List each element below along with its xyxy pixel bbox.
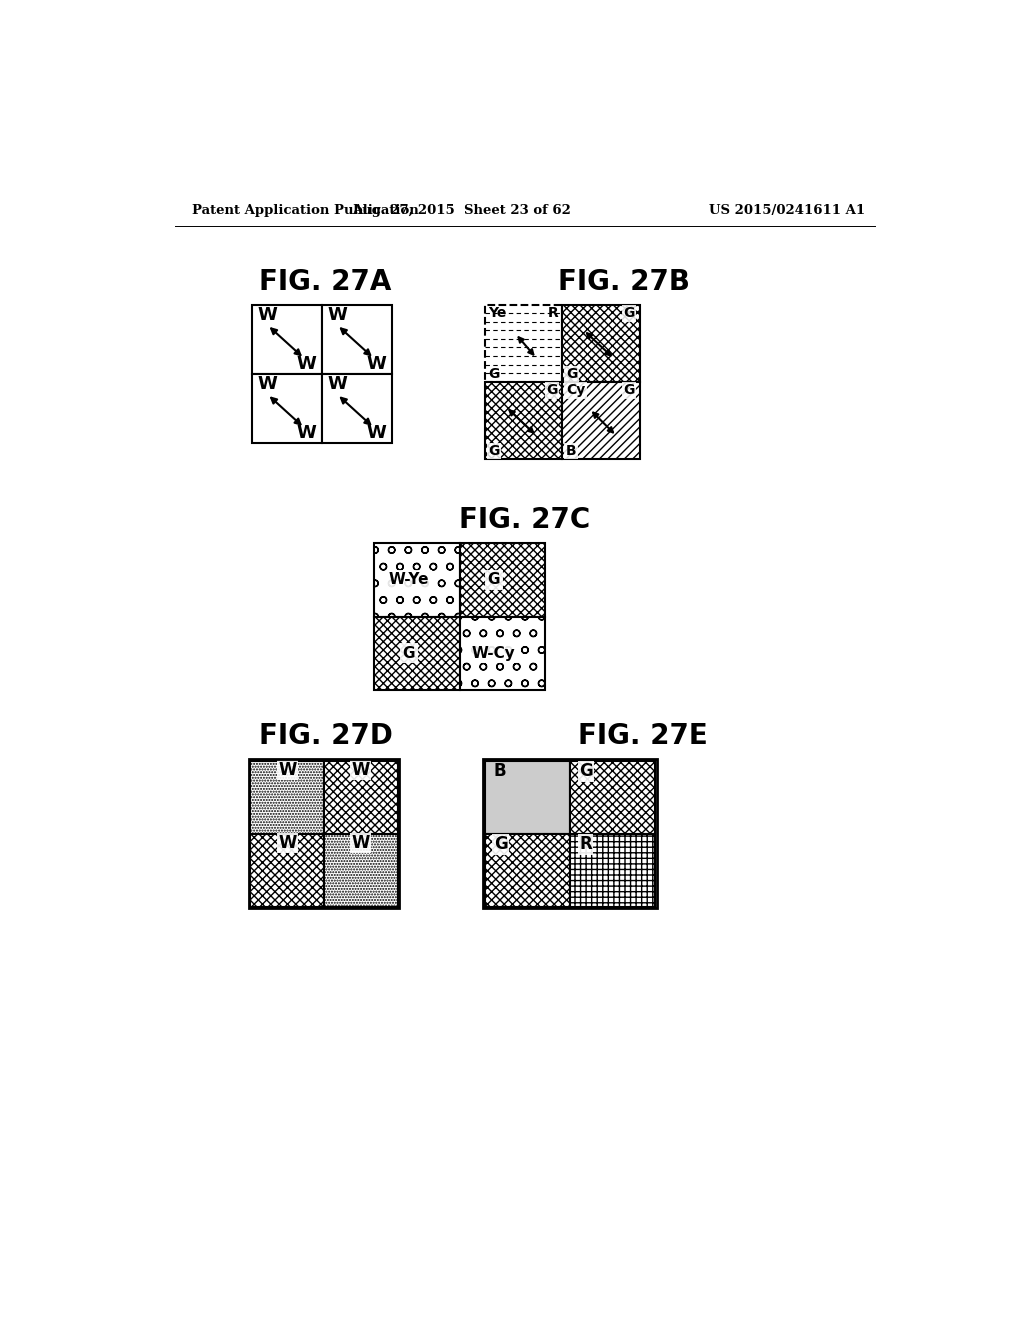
Text: G: G (487, 573, 500, 587)
Text: W: W (297, 424, 316, 442)
Text: G: G (579, 763, 593, 780)
Bar (324, 834, 397, 907)
Bar (324, 760, 397, 834)
Text: W: W (257, 306, 278, 323)
Bar (484, 305, 562, 381)
Text: FIG. 27D: FIG. 27D (259, 722, 392, 750)
Text: W: W (257, 375, 278, 393)
Bar (249, 759, 399, 908)
Bar (252, 374, 322, 444)
Text: W-Cy: W-Cy (472, 645, 516, 660)
Bar (322, 374, 391, 444)
Text: W: W (351, 834, 370, 851)
Text: G: G (494, 836, 508, 854)
Text: FIG. 27C: FIG. 27C (459, 507, 591, 535)
Text: W: W (328, 306, 347, 323)
Bar (562, 305, 640, 381)
Text: Cy: Cy (566, 383, 585, 397)
Bar (484, 381, 562, 459)
Text: W: W (279, 834, 297, 851)
Text: FIG. 27A: FIG. 27A (259, 268, 392, 296)
Bar (460, 616, 545, 689)
Text: W: W (367, 355, 386, 374)
Text: G: G (566, 367, 578, 381)
Text: W: W (351, 760, 370, 779)
Bar (375, 544, 460, 616)
Text: FIG. 27E: FIG. 27E (579, 722, 709, 750)
Text: G: G (624, 306, 635, 321)
Text: G: G (546, 383, 557, 397)
Text: W-Ye: W-Ye (388, 573, 429, 587)
Text: W: W (367, 424, 386, 442)
Text: G: G (402, 645, 415, 660)
Bar (484, 760, 569, 834)
Bar (484, 834, 569, 907)
Text: W: W (297, 355, 316, 374)
Bar (322, 305, 391, 374)
Text: W: W (328, 375, 347, 393)
Text: US 2015/0241611 A1: US 2015/0241611 A1 (710, 205, 865, 218)
Text: G: G (488, 367, 500, 381)
Text: W: W (279, 760, 297, 779)
Text: R: R (548, 306, 558, 321)
Text: B: B (494, 763, 507, 780)
Text: Ye: Ye (488, 306, 507, 321)
Bar (251, 760, 324, 834)
Text: FIG. 27B: FIG. 27B (558, 268, 690, 296)
Bar (251, 834, 324, 907)
Text: R: R (579, 836, 592, 854)
Bar (252, 305, 322, 374)
Text: G: G (488, 444, 500, 458)
Bar (569, 834, 655, 907)
Text: Aug. 27, 2015  Sheet 23 of 62: Aug. 27, 2015 Sheet 23 of 62 (352, 205, 570, 218)
Bar (562, 381, 640, 459)
Bar (460, 544, 545, 616)
Text: G: G (624, 383, 635, 397)
Text: B: B (566, 444, 577, 458)
Bar (569, 760, 655, 834)
Bar (375, 616, 460, 689)
Text: Patent Application Publication: Patent Application Publication (191, 205, 418, 218)
Bar (483, 759, 656, 908)
